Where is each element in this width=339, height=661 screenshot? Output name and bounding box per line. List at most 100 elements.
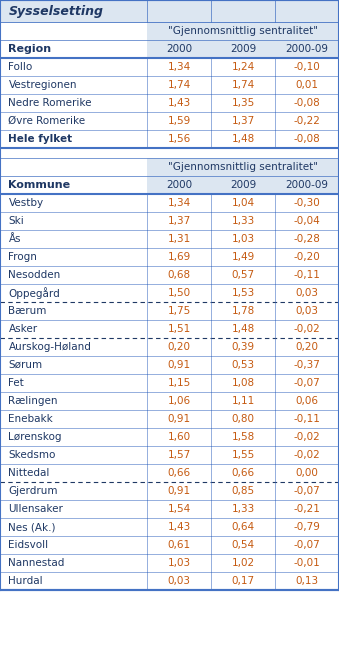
- Text: Ski: Ski: [8, 216, 24, 226]
- Text: Bærum: Bærum: [8, 306, 47, 316]
- Text: 2009: 2009: [230, 44, 256, 54]
- Text: 0,91: 0,91: [168, 486, 191, 496]
- Bar: [0, 464, 339, 482]
- Bar: [0, 500, 339, 518]
- Text: 0,61: 0,61: [168, 540, 191, 550]
- Text: Asker: Asker: [8, 324, 38, 334]
- Text: 1,04: 1,04: [232, 198, 255, 208]
- Text: 0,80: 0,80: [232, 414, 255, 424]
- Text: 0,91: 0,91: [168, 360, 191, 370]
- Text: Frogn: Frogn: [8, 252, 37, 262]
- Text: 1,60: 1,60: [168, 432, 191, 442]
- Text: 0,39: 0,39: [232, 342, 255, 352]
- Text: "Gjennomsnittlig sentralitet": "Gjennomsnittlig sentralitet": [168, 162, 318, 172]
- Text: -0,11: -0,11: [294, 270, 320, 280]
- Text: Kommune: Kommune: [8, 180, 71, 190]
- Text: 0,53: 0,53: [232, 360, 255, 370]
- Text: 1,51: 1,51: [168, 324, 191, 334]
- Bar: [0, 194, 339, 212]
- Text: 1,43: 1,43: [168, 522, 191, 532]
- Bar: [0, 374, 339, 392]
- Text: 2000: 2000: [166, 180, 193, 190]
- Text: 1,33: 1,33: [232, 216, 255, 226]
- Text: 2009: 2009: [230, 180, 256, 190]
- Bar: [0, 158, 147, 176]
- Text: 0,54: 0,54: [232, 540, 255, 550]
- Bar: [0, 148, 339, 158]
- Text: 2000-09: 2000-09: [285, 44, 328, 54]
- Text: -0,28: -0,28: [294, 234, 320, 244]
- Text: -0,30: -0,30: [294, 198, 320, 208]
- Text: 2000: 2000: [166, 44, 193, 54]
- Text: 1,58: 1,58: [232, 432, 255, 442]
- Text: 0,00: 0,00: [296, 468, 318, 478]
- Text: Nes (Ak.): Nes (Ak.): [8, 522, 56, 532]
- Text: Lørenskog: Lørenskog: [8, 432, 62, 442]
- Text: -0,20: -0,20: [294, 252, 320, 262]
- Bar: [0, 248, 339, 266]
- Bar: [0, 554, 339, 572]
- Bar: [0, 22, 147, 40]
- Text: 0,68: 0,68: [168, 270, 191, 280]
- Text: Gjerdrum: Gjerdrum: [8, 486, 58, 496]
- Text: 1,54: 1,54: [168, 504, 191, 514]
- Text: Fet: Fet: [8, 378, 24, 388]
- Text: Rælingen: Rælingen: [8, 396, 58, 406]
- Bar: [0, 320, 339, 338]
- Bar: [0, 410, 339, 428]
- Text: 2000-09: 2000-09: [285, 180, 328, 190]
- Bar: [0, 230, 339, 248]
- Bar: [0, 212, 339, 230]
- Text: 1,48: 1,48: [232, 324, 255, 334]
- Text: 1,11: 1,11: [232, 396, 255, 406]
- Text: 1,02: 1,02: [232, 558, 255, 568]
- Text: -0,22: -0,22: [294, 116, 320, 126]
- Bar: [0, 392, 339, 410]
- Bar: [0, 482, 339, 500]
- Bar: [0, 284, 339, 302]
- Bar: [0, 176, 147, 194]
- Text: Ullensaker: Ullensaker: [8, 504, 63, 514]
- Bar: [0, 94, 339, 112]
- Text: -0,07: -0,07: [294, 486, 320, 496]
- Text: 0,20: 0,20: [168, 342, 191, 352]
- Bar: [0, 518, 339, 536]
- Text: 0,91: 0,91: [168, 414, 191, 424]
- Text: "Gjennomsnittlig sentralitet": "Gjennomsnittlig sentralitet": [168, 26, 318, 36]
- Text: -0,79: -0,79: [294, 522, 320, 532]
- Bar: [0, 76, 339, 94]
- Bar: [0, 428, 339, 446]
- Text: 1,74: 1,74: [232, 80, 255, 90]
- Text: Nesodden: Nesodden: [8, 270, 61, 280]
- Text: Ås: Ås: [8, 234, 21, 244]
- Text: 1,06: 1,06: [168, 396, 191, 406]
- Text: 1,33: 1,33: [232, 504, 255, 514]
- Text: 1,59: 1,59: [168, 116, 191, 126]
- Text: Eidsvoll: Eidsvoll: [8, 540, 48, 550]
- Text: Nedre Romerike: Nedre Romerike: [8, 98, 92, 108]
- Text: -0,21: -0,21: [294, 504, 320, 514]
- Text: Vestby: Vestby: [8, 198, 44, 208]
- Text: 1,49: 1,49: [232, 252, 255, 262]
- Text: 1,37: 1,37: [232, 116, 255, 126]
- Text: Aurskog-Høland: Aurskog-Høland: [8, 342, 91, 352]
- Text: -0,07: -0,07: [294, 540, 320, 550]
- Text: -0,10: -0,10: [294, 62, 320, 72]
- Text: 0,66: 0,66: [232, 468, 255, 478]
- Text: 1,35: 1,35: [232, 98, 255, 108]
- Bar: [147, 22, 339, 40]
- Bar: [147, 176, 339, 194]
- Text: Enebakk: Enebakk: [8, 414, 53, 424]
- Text: 1,78: 1,78: [232, 306, 255, 316]
- Bar: [0, 58, 339, 76]
- Text: 0,57: 0,57: [232, 270, 255, 280]
- Bar: [147, 158, 339, 176]
- Bar: [0, 302, 339, 320]
- Text: 0,17: 0,17: [232, 576, 255, 586]
- Text: 1,24: 1,24: [232, 62, 255, 72]
- Text: 0,03: 0,03: [296, 288, 318, 298]
- Text: 1,57: 1,57: [168, 450, 191, 460]
- Text: 0,03: 0,03: [296, 306, 318, 316]
- Bar: [0, 40, 147, 58]
- Text: 1,03: 1,03: [232, 234, 255, 244]
